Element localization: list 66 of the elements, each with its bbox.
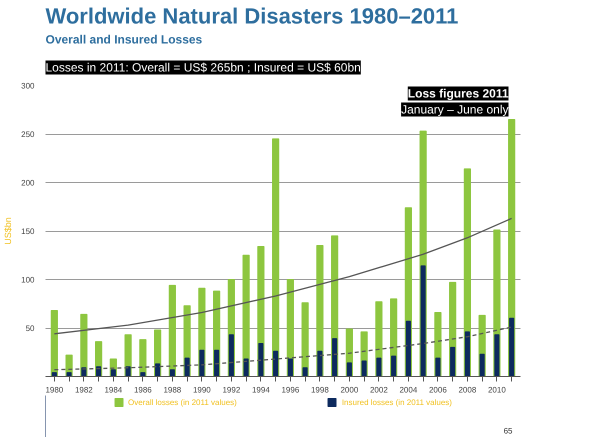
y-axis-title: US$bn [3,217,14,245]
bar [346,362,352,376]
chart-title: Worldwide Natural Disasters 1980–2011 [46,4,458,28]
y-tick-label: 300 [21,82,36,90]
y-tick-label: 100 [21,276,36,284]
x-tick-label: 1980 [45,386,64,394]
x-tick-label: 1996 [281,386,300,394]
x-tick-label: 1990 [192,386,212,394]
bar [435,358,440,376]
bar [288,358,293,376]
bar [184,358,190,376]
x-tick-label: 2010 [488,386,506,394]
bar [332,338,338,376]
annotation: Loss figures 2011 [408,86,509,100]
line-series [54,326,512,370]
x-tick-label: 1998 [310,386,330,394]
bar [509,318,514,376]
bar [52,372,57,376]
bar [480,354,485,376]
y-tick-label: 250 [21,130,36,139]
legend-label: Overall losses (in 2011 values) [128,398,237,406]
bar [494,334,500,376]
x-tick-label: 2006 [428,386,448,394]
x-tick-label: 1984 [104,386,123,394]
bar [168,284,176,376]
bar [317,350,322,376]
x-tick-label: 1992 [222,386,241,394]
bar [420,265,426,376]
bar [50,310,58,376]
bar [140,372,146,376]
bar [214,350,220,376]
line-series [54,218,512,334]
bar [273,350,278,376]
x-tick-label: 2008 [458,386,477,394]
bar [464,331,470,376]
x-tick-label: 2002 [370,386,388,394]
text: 65 [504,426,514,436]
bar [450,346,456,376]
bar [110,369,116,376]
bar [258,343,264,376]
bar [228,334,234,376]
bar [199,350,204,376]
bar [362,360,367,376]
bar [272,138,280,376]
x-tick-label: 2000 [340,386,359,394]
bar [139,339,146,376]
bar [170,369,175,376]
chart-subtitle: Overall and Insured Losses [46,32,203,46]
text: Losses in 2011: Overall = US$ 265bn ; Insured = US$ 60bn [46,60,361,74]
y-tick-label: 200 [21,178,36,188]
y-tick-label: 150 [21,227,36,236]
x-tick-label: 2004 [399,386,418,394]
bar [406,320,411,376]
y-tick-label: 50 [26,324,36,333]
bar [244,358,249,376]
annotation: January – June only [401,102,509,116]
x-tick-label: 1982 [74,386,94,394]
x-tick-label: 1986 [134,386,152,394]
bar [376,358,382,376]
bar [302,367,308,376]
x-tick-label: 1994 [252,386,270,394]
legend-label: Insured losses (in 2011 values) [342,398,452,406]
bar [391,356,396,376]
x-tick-label: 1988 [163,386,182,394]
bar [155,363,160,376]
bar [66,372,72,376]
